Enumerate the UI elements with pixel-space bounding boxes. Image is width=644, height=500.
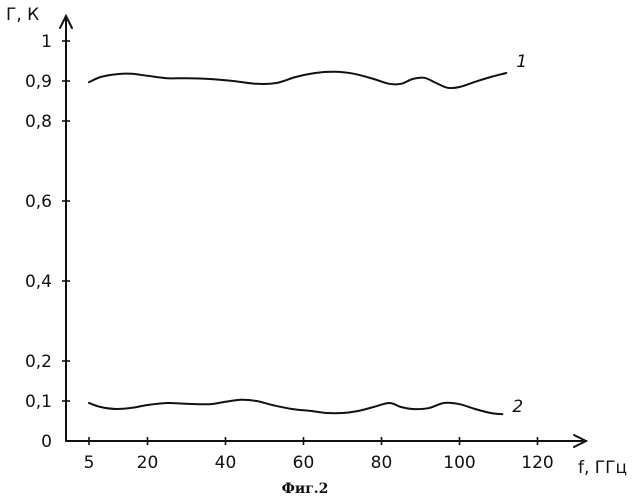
series-1-label: 1 <box>516 52 527 72</box>
x-axis-label: f, ГГц <box>578 458 627 478</box>
y-tick-label: 0,9 <box>25 72 52 92</box>
y-tick-label: 0,8 <box>25 112 52 132</box>
figure-caption: Фиг.2 <box>282 481 329 497</box>
x-ticks: 5 20 40 60 80 100 120 <box>84 437 554 473</box>
series-2-label: 2 <box>512 397 523 417</box>
y-tick-label: 0,1 <box>25 392 52 412</box>
x-tick-label: 120 <box>521 453 553 473</box>
y-tick-label: 0,2 <box>25 352 52 372</box>
x-tick-label: 20 <box>137 453 159 473</box>
x-tick-label: 100 <box>443 453 475 473</box>
y-axis-label: Г, К <box>6 5 39 25</box>
y-ticks: 0 0,1 0,2 0,4 0,6 0,8 0,9 1 <box>25 32 70 452</box>
series-1-line <box>89 72 506 88</box>
series-2-line <box>89 400 502 414</box>
x-tick-label: 80 <box>371 453 393 473</box>
axes <box>60 16 586 447</box>
y-tick-label: 0,6 <box>25 192 52 212</box>
x-tick-label: 40 <box>215 453 237 473</box>
y-tick-label: 0,4 <box>25 272 52 292</box>
series-layer: 12 <box>89 52 527 417</box>
x-tick-label: 60 <box>293 453 315 473</box>
y-tick-label: 0 <box>41 432 52 452</box>
y-tick-label: 1 <box>41 32 52 52</box>
x-tick-label: 5 <box>84 453 95 473</box>
